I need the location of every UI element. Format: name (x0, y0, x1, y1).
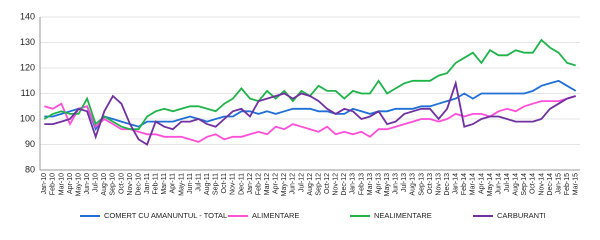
x-tick-label: Mar-10 (58, 173, 65, 195)
x-tick-label: Jul-13 (401, 173, 408, 192)
x-tick-label: Apr-13 (375, 173, 382, 194)
y-tick-label: 90 (25, 139, 35, 149)
x-tick-label: Mar-15 (573, 173, 580, 195)
x-tick-label: Aug-14 (513, 173, 520, 196)
x-tick-label: Nov-12 (333, 173, 340, 196)
x-tick-label: Nov-13 (435, 173, 442, 196)
x-tick-label: Jun-10 (84, 173, 91, 195)
x-tick-label: Mar-11 (161, 173, 168, 195)
x-tick-label: May-11 (178, 173, 185, 196)
x-tick-label: Mar-14 (470, 173, 477, 195)
x-tick-label: Dec-11 (238, 173, 245, 195)
x-tick-label: Nov-14 (538, 173, 545, 196)
y-tick-label: 110 (21, 88, 35, 98)
x-tick-label: Aug-12 (307, 173, 314, 196)
x-tick-label: Aug-13 (410, 173, 417, 196)
x-tick-label: Jun-11 (187, 173, 194, 194)
x-tick-label: Apr-14 (478, 173, 485, 194)
x-tick-label: Jan-12 (247, 173, 254, 195)
x-tick-label: Apr-11 (170, 173, 177, 194)
x-tick-label: Oct-11 (221, 173, 228, 194)
x-tick-label: Nov-11 (230, 173, 237, 195)
legend-label: CARBURANTI (497, 211, 546, 220)
x-tick-label: Jan-13 (350, 173, 357, 195)
x-tick-label: Dec-10 (135, 173, 142, 196)
x-tick-label: Jul-10 (93, 173, 100, 192)
x-tick-label: Dec-12 (341, 173, 348, 196)
x-tick-label: Dec-13 (444, 173, 451, 196)
x-tick-label: Aug-11 (204, 173, 211, 195)
x-tick-label: Feb-10 (50, 173, 57, 195)
x-tick-label: Mar-13 (367, 173, 374, 195)
x-tick-label: Oct-10 (118, 173, 125, 194)
legend-label: COMERT CU AMANUNTUL - TOTAL (104, 211, 227, 220)
y-tick-label: 130 (20, 37, 35, 47)
x-tick-label: Jan-14 (453, 173, 460, 195)
x-tick-label: May-10 (75, 173, 82, 196)
x-tick-label: Jun-14 (495, 173, 502, 195)
series-line (44, 79, 576, 146)
series-line (44, 79, 577, 132)
x-tick-label: May-13 (384, 173, 391, 196)
x-tick-label: Feb-11 (153, 173, 160, 195)
x-tick-label: Feb-15 (564, 173, 571, 195)
x-tick-label: Jan-11 (144, 173, 151, 194)
y-tick-label: 80 (25, 164, 35, 174)
x-tick-label: Jun-12 (290, 173, 297, 195)
x-tick-label: May-12 (281, 173, 288, 196)
legend-label: ALIMENTARE (252, 211, 299, 220)
y-tick-label: 140 (20, 11, 35, 21)
legend-label: NEALIMENTARE (374, 211, 432, 220)
x-tick-label: Jun-13 (393, 173, 400, 195)
x-tick-label: Oct-14 (530, 173, 537, 194)
x-tick-label: Mar-12 (264, 173, 271, 195)
x-tick-label: Sep-12 (315, 173, 322, 196)
x-tick-label: Nov-10 (127, 173, 134, 196)
x-tick-label: Jan-15 (555, 173, 562, 195)
x-tick-label: Apr-10 (67, 173, 74, 194)
x-tick-label: Sep-10 (110, 173, 117, 196)
x-tick-label: Aug-10 (101, 173, 108, 196)
x-tick-label: Sep-13 (418, 173, 425, 196)
x-tick-label: Feb-12 (255, 173, 262, 195)
x-tick-label: Oct-13 (427, 173, 434, 194)
x-tick-label: Jul-14 (504, 173, 511, 192)
x-tick-label: Dec-14 (547, 173, 554, 196)
y-tick-label: 100 (20, 113, 35, 123)
x-tick-label: Jan-10 (41, 173, 48, 195)
x-tick-label: Sep-14 (521, 173, 528, 196)
x-tick-label: Feb-13 (358, 173, 365, 195)
x-tick-label: Sep-11 (213, 173, 220, 195)
x-tick-label: Jul-11 (195, 173, 202, 192)
x-tick-label: Oct-12 (324, 173, 331, 194)
y-tick-label: 120 (20, 62, 35, 72)
x-tick-label: Apr-12 (273, 173, 280, 194)
x-tick-label: Feb-14 (461, 173, 468, 195)
x-tick-label: Jul-12 (298, 173, 305, 192)
x-tick-label: May-14 (487, 173, 494, 196)
